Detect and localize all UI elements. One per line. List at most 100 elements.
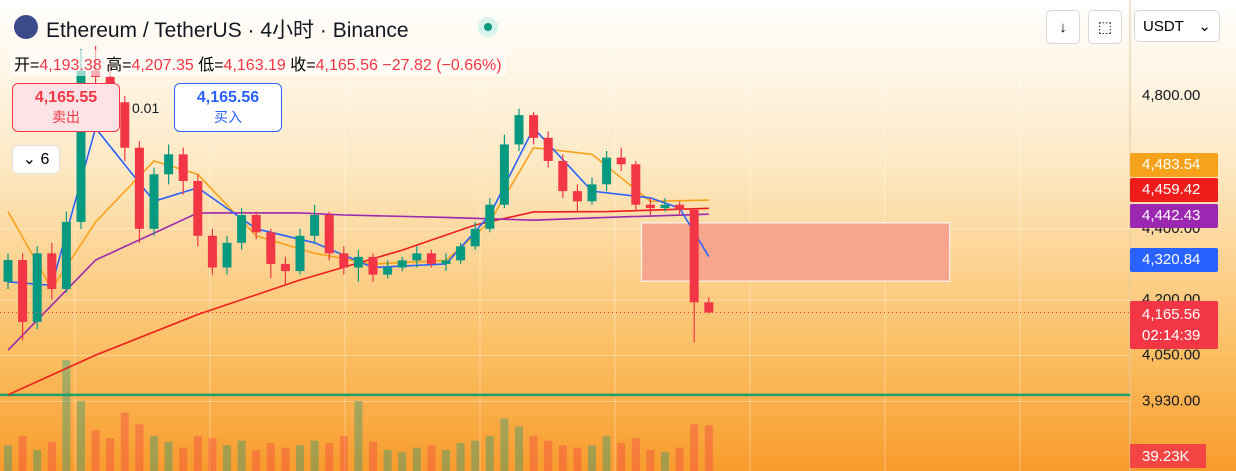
fullscreen-button[interactable]: ⬚ — [1088, 10, 1122, 44]
volume-bar — [661, 452, 669, 471]
volume-bar — [77, 401, 85, 471]
close-value: 4,165.56 — [315, 57, 378, 74]
quantity[interactable]: 0.01 — [132, 100, 160, 116]
volume-bar — [310, 440, 319, 471]
candle-body — [237, 215, 247, 243]
volume-bar — [18, 436, 27, 471]
candle-body — [61, 221, 71, 290]
candle-body — [310, 215, 320, 236]
eth-icon — [14, 15, 38, 39]
candle-body — [266, 232, 276, 264]
candle-body — [645, 204, 655, 209]
chevron: ⌄ — [1198, 18, 1211, 35]
volume-bar — [573, 447, 582, 471]
candle-body — [572, 191, 582, 202]
volume-bar — [354, 401, 363, 471]
volume-bar — [62, 360, 71, 471]
volume-bar — [281, 447, 290, 471]
open-key: 开= — [14, 57, 40, 74]
sell-button[interactable]: 4,165.55 卖出 — [12, 83, 120, 132]
candle-body — [587, 184, 597, 202]
volume-bar — [150, 436, 158, 471]
candle-body — [222, 242, 232, 268]
volume-bar — [383, 450, 392, 471]
volume-bar — [237, 440, 246, 471]
volume-bar — [471, 440, 480, 471]
volume-bar — [617, 443, 626, 471]
candle-body — [529, 115, 539, 138]
candle-body — [426, 253, 436, 264]
candle-body — [616, 157, 626, 165]
volume-bar — [339, 436, 348, 471]
candle-body — [704, 302, 714, 313]
volume-bar — [442, 450, 450, 471]
volume-bar — [412, 447, 421, 471]
moving-average — [7, 212, 709, 351]
currency-select[interactable]: USDT ⌄ — [1134, 10, 1220, 42]
candle-body — [18, 260, 28, 322]
candle-body — [76, 70, 86, 222]
volume-bar — [369, 441, 377, 471]
candle-body — [207, 235, 217, 268]
volume-bar — [47, 441, 56, 471]
candle-body — [441, 260, 451, 264]
candle-body — [675, 204, 685, 210]
volume-bar — [515, 426, 523, 471]
candle-body — [120, 102, 130, 148]
price-tag-label: 4,320.84 — [1142, 251, 1200, 268]
volume-bar — [500, 418, 509, 471]
volume-bar — [193, 436, 202, 471]
candle-body — [164, 154, 174, 175]
volume-bar — [208, 438, 217, 471]
volume-bar — [485, 436, 494, 471]
candle-body — [149, 174, 159, 229]
volume-bar — [690, 424, 699, 471]
price-tag — [1130, 248, 1218, 272]
volume-bar — [266, 443, 275, 471]
download-button[interactable]: ↓ — [1046, 10, 1080, 44]
low-value: 4,163.19 — [223, 57, 286, 74]
symbol-title[interactable]: Ethereum / TetherUS · 4小时 · Binance — [46, 19, 409, 42]
candle-body — [397, 260, 407, 268]
candle-body — [134, 147, 144, 229]
candle-body — [3, 260, 13, 282]
candle-body — [353, 256, 363, 268]
sell-label: 卖出 — [52, 109, 80, 125]
indicator-count: 6 — [40, 151, 50, 168]
candle-body — [47, 253, 57, 290]
candle-body — [499, 144, 509, 205]
candle-body — [514, 115, 524, 145]
price-tag — [1130, 204, 1218, 228]
volume-bar — [179, 447, 188, 471]
candle-body — [602, 157, 612, 185]
y-tick-label: 4,050.00 — [1142, 346, 1200, 363]
volume-bar — [427, 445, 436, 471]
candle-body — [178, 154, 188, 181]
volume-bar — [4, 445, 12, 471]
candle-body — [280, 263, 290, 272]
candle-body — [193, 180, 203, 236]
volume-tag-label: 39.23K — [1142, 448, 1190, 465]
volume-bar — [558, 445, 567, 471]
price-zone — [641, 222, 951, 282]
candle-body — [251, 215, 261, 233]
buy-button[interactable]: 4,165.56 买入 — [174, 83, 282, 132]
open-value: 4,193.38 — [39, 57, 102, 74]
candle-body — [485, 204, 495, 229]
low-key: 低= — [198, 57, 224, 74]
candle-body — [543, 137, 553, 161]
indicator-toggle[interactable]: ⌄ 6 — [12, 145, 60, 174]
candle-body — [339, 253, 349, 268]
volume-bar — [631, 438, 640, 471]
volume-bar — [91, 430, 100, 471]
candle-body — [558, 160, 568, 192]
price-tag — [1130, 153, 1218, 177]
currency-label: USDT — [1143, 17, 1184, 35]
candle-body — [456, 246, 466, 261]
volume-bar — [529, 436, 538, 471]
high-value: 4,207.35 — [131, 57, 194, 74]
candle-body — [368, 256, 378, 275]
candle-body — [383, 267, 393, 275]
